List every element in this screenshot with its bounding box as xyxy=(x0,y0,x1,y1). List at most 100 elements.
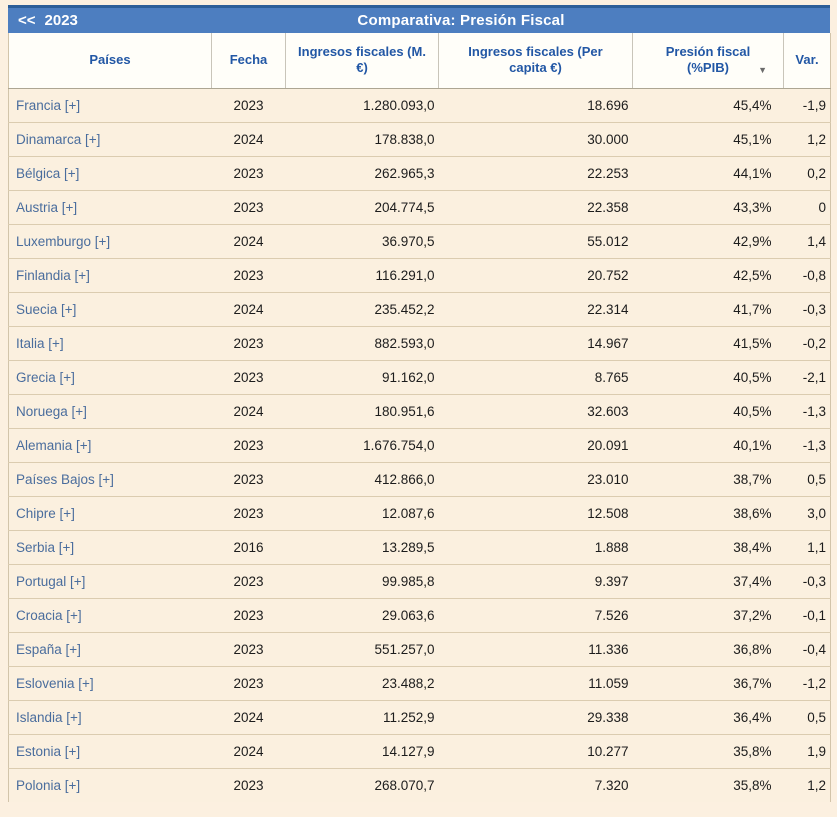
country-cell: Francia [+] xyxy=(9,88,212,122)
var-cell: 0,2 xyxy=(783,155,831,190)
country-cell: Noruega [+] xyxy=(8,393,212,428)
country-link[interactable]: Dinamarca [+] xyxy=(16,131,101,147)
var-cell: -0,3 xyxy=(783,563,831,598)
table-row: Serbia [+] 2016 13.289,5 1.888 38,4% 1,1 xyxy=(8,529,831,564)
fecha-cell: 2024 xyxy=(211,291,286,326)
table-row: Chipre [+] 2023 12.087,6 12.508 38,6% 3,… xyxy=(8,495,831,530)
per-capita-cell: 22.358 xyxy=(438,189,633,224)
table-row: Portugal [+] 2023 99.985,8 9.397 37,4% -… xyxy=(8,563,831,598)
table-row: Luxemburgo [+] 2024 36.970,5 55.012 42,9… xyxy=(8,223,831,258)
table-header-row: Países Fecha Ingresos fiscales (M. €) In… xyxy=(8,33,831,89)
var-cell: -0,8 xyxy=(783,257,831,292)
table-row: Islandia [+] 2024 11.252,9 29.338 36,4% … xyxy=(8,699,831,734)
ingresos-cell: 29.063,6 xyxy=(285,597,439,632)
per-capita-cell: 11.336 xyxy=(438,631,633,666)
table-row: Croacia [+] 2023 29.063,6 7.526 37,2% -0… xyxy=(8,597,831,632)
country-link[interactable]: Chipre [+] xyxy=(16,505,75,521)
comparative-table-widget: << 2023 Comparativa: Presión Fiscal País… xyxy=(8,5,831,802)
per-capita-cell: 12.508 xyxy=(438,495,633,530)
fecha-cell: 2023 xyxy=(211,767,286,802)
ingresos-cell: 180.951,6 xyxy=(285,393,439,428)
sort-descending-icon[interactable]: ▼ xyxy=(758,64,767,75)
fecha-cell: 2023 xyxy=(211,461,286,496)
ingresos-cell: 1.280.093,0 xyxy=(363,97,435,113)
presion-cell: 45,1% xyxy=(632,121,784,156)
country-link[interactable]: Islandia [+] xyxy=(16,709,82,725)
table-row: Grecia [+] 2023 91.162,0 8.765 40,5% -2,… xyxy=(8,359,831,394)
ingresos-cell: 204.774,5 xyxy=(285,189,439,224)
country-cell: Finlandia [+] xyxy=(8,257,212,292)
column-header-presion[interactable]: Presión fiscal (%PIB) ▼ xyxy=(632,33,784,89)
prev-year-link[interactable]: << 2023 xyxy=(18,12,102,29)
country-cell: Eslovenia [+] xyxy=(8,665,212,700)
ingresos-cell: 99.985,8 xyxy=(285,563,439,598)
table-row: España [+] 2023 551.257,0 11.336 36,8% -… xyxy=(8,631,831,666)
country-link[interactable]: Luxemburgo [+] xyxy=(16,233,111,249)
var-cell: 0,5 xyxy=(783,699,831,734)
country-link[interactable]: Grecia [+] xyxy=(16,369,75,385)
per-capita-cell: 7.320 xyxy=(438,767,633,802)
table-row: Polonia [+] 2023 268.070,7 7.320 35,8% 1… xyxy=(8,767,831,802)
page-title: Comparativa: Presión Fiscal xyxy=(357,12,565,29)
country-cell: España [+] xyxy=(8,631,212,666)
title-bar: << 2023 Comparativa: Presión Fiscal xyxy=(8,5,830,33)
country-link[interactable]: Bélgica [+] xyxy=(16,165,80,181)
ingresos-cell: 23.488,2 xyxy=(285,665,439,700)
country-link[interactable]: Eslovenia [+] xyxy=(16,675,94,691)
column-header-paises[interactable]: Países xyxy=(8,33,212,89)
per-capita-cell: 29.338 xyxy=(438,699,633,734)
country-link[interactable]: España [+] xyxy=(16,641,81,657)
presion-cell: 40,1% xyxy=(632,427,784,462)
ingresos-cell: 262.965,3 xyxy=(285,155,439,190)
per-capita-cell: 11.059 xyxy=(438,665,633,700)
country-link[interactable]: Italia [+] xyxy=(16,335,64,351)
var-cell: 1,9 xyxy=(783,733,831,768)
presion-cell: 36,4% xyxy=(632,699,784,734)
country-cell: Italia [+] xyxy=(8,325,212,360)
column-header-fecha[interactable]: Fecha xyxy=(211,33,286,89)
country-link[interactable]: Países Bajos [+] xyxy=(16,471,114,487)
country-link[interactable]: Austria [+] xyxy=(16,199,78,215)
var-cell: -0,3 xyxy=(783,291,831,326)
comparative-table: Países Fecha Ingresos fiscales (M. €) In… xyxy=(8,33,831,802)
country-link[interactable]: Croacia [+] xyxy=(16,607,82,623)
table-row: Eslovenia [+] 2023 23.488,2 11.059 36,7%… xyxy=(8,665,831,700)
column-header-per-capita[interactable]: Ingresos fiscales (Per capita €) xyxy=(438,33,633,89)
country-cell: Portugal [+] xyxy=(8,563,212,598)
per-capita-cell: 10.277 xyxy=(438,733,633,768)
ingresos-cell: 12.087,6 xyxy=(285,495,439,530)
var-cell: 1,4 xyxy=(783,223,831,258)
column-header-ingresos[interactable]: Ingresos fiscales (M. €) xyxy=(285,33,439,89)
column-header-presion-label: Presión fiscal (%PIB) xyxy=(665,44,751,76)
country-link[interactable]: Finlandia [+] xyxy=(16,267,90,283)
country-link[interactable]: Polonia [+] xyxy=(16,777,81,793)
var-cell: -0,2 xyxy=(783,325,831,360)
table-body: Francia [+] 2023 1.280.093,0 18.696 45,4… xyxy=(8,88,831,802)
table-row: Austria [+] 2023 204.774,5 22.358 43,3% … xyxy=(8,189,831,224)
fecha-cell: 2024 xyxy=(211,121,286,156)
fecha-cell: 2023 xyxy=(211,597,286,632)
fecha-cell: 2023 xyxy=(211,427,286,462)
column-header-var[interactable]: Var. xyxy=(783,33,831,89)
presion-cell: 38,6% xyxy=(632,495,784,530)
country-cell: Alemania [+] xyxy=(8,427,212,462)
country-link[interactable]: Portugal [+] xyxy=(16,573,86,589)
ingresos-cell: 36.970,5 xyxy=(285,223,439,258)
country-link[interactable]: Francia [+] xyxy=(16,97,81,113)
fecha-cell: 2024 xyxy=(211,699,286,734)
country-link[interactable]: Serbia [+] xyxy=(16,539,75,555)
country-link[interactable]: Suecia [+] xyxy=(16,301,77,317)
per-capita-cell: 1.888 xyxy=(438,529,633,564)
per-capita-cell: 23.010 xyxy=(438,461,633,496)
country-cell: Polonia [+] xyxy=(8,767,212,802)
country-link[interactable]: Estonia [+] xyxy=(16,743,81,759)
country-link[interactable]: Noruega [+] xyxy=(16,403,87,419)
table-header: Países Fecha Ingresos fiscales (M. €) In… xyxy=(8,33,831,89)
country-link[interactable]: Alemania [+] xyxy=(16,437,92,453)
country-cell: Serbia [+] xyxy=(8,529,212,564)
country-cell: Luxemburgo [+] xyxy=(8,223,212,258)
var-cell: -1,2 xyxy=(783,665,831,700)
per-capita-cell: 55.012 xyxy=(438,223,633,258)
table-row: Italia [+] 2023 882.593,0 14.967 41,5% -… xyxy=(8,325,831,360)
ingresos-cell: 91.162,0 xyxy=(285,359,439,394)
